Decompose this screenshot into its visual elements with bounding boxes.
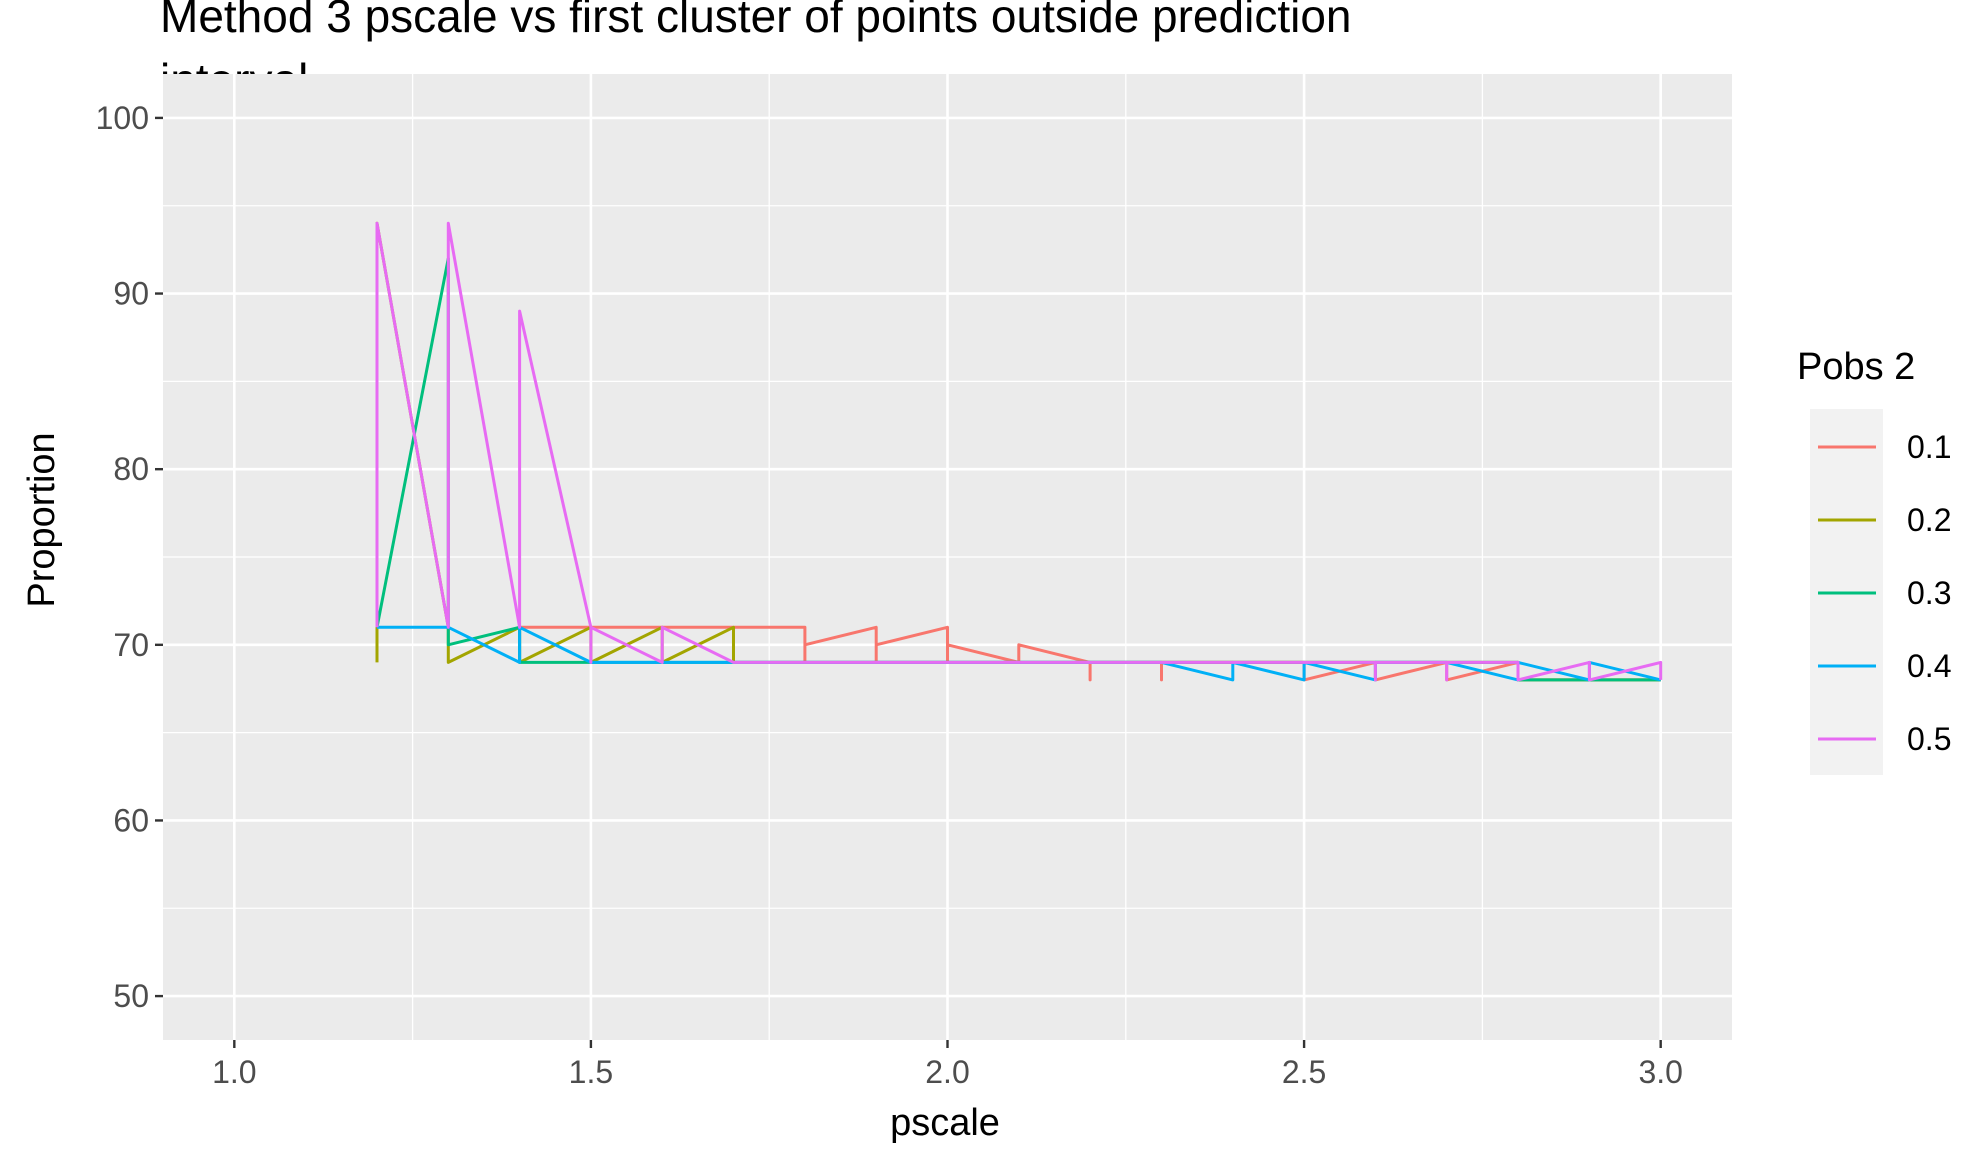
y-tick-label: 70 (113, 627, 149, 663)
y-axis-ticks: 50 60 70 80 90 100 (96, 100, 163, 1014)
x-tick-label: 2.0 (925, 1054, 969, 1090)
y-tick-label: 90 (113, 276, 149, 312)
legend-label-0-2: 0.2 (1907, 502, 1951, 538)
x-tick-label: 2.5 (1282, 1054, 1326, 1090)
y-axis-title: Proportion (21, 432, 63, 607)
legend-label-0-5: 0.5 (1907, 721, 1951, 757)
x-axis-ticks: 1.0 1.5 2.0 2.5 3.0 (212, 1040, 1683, 1090)
x-axis-title: pscale (890, 1102, 1000, 1144)
legend-title: Pobs 2 (1797, 346, 1915, 388)
series-line-0-1 (519, 625, 1661, 682)
legend-label-0-4: 0.4 (1907, 648, 1951, 684)
y-tick-label: 60 (113, 802, 149, 838)
x-tick-label: 1.5 (569, 1054, 613, 1090)
x-tick-label: 3.0 (1638, 1054, 1682, 1090)
x-tick-label: 1.0 (212, 1054, 256, 1090)
legend-label-0-3: 0.3 (1907, 575, 1951, 611)
chart-title-line-1: Method 3 pscale vs first cluster of poin… (160, 0, 1352, 42)
legend: Pobs 2 0.1 0.2 0.3 0.4 0.5 (1797, 346, 1951, 775)
y-tick-label: 50 (113, 978, 149, 1014)
series-line-0-5 (375, 221, 1663, 682)
legend-label-0-1: 0.1 (1907, 429, 1951, 465)
y-tick-label: 100 (96, 100, 149, 136)
y-tick-label: 80 (113, 451, 149, 487)
plot-panel (163, 74, 1732, 1040)
